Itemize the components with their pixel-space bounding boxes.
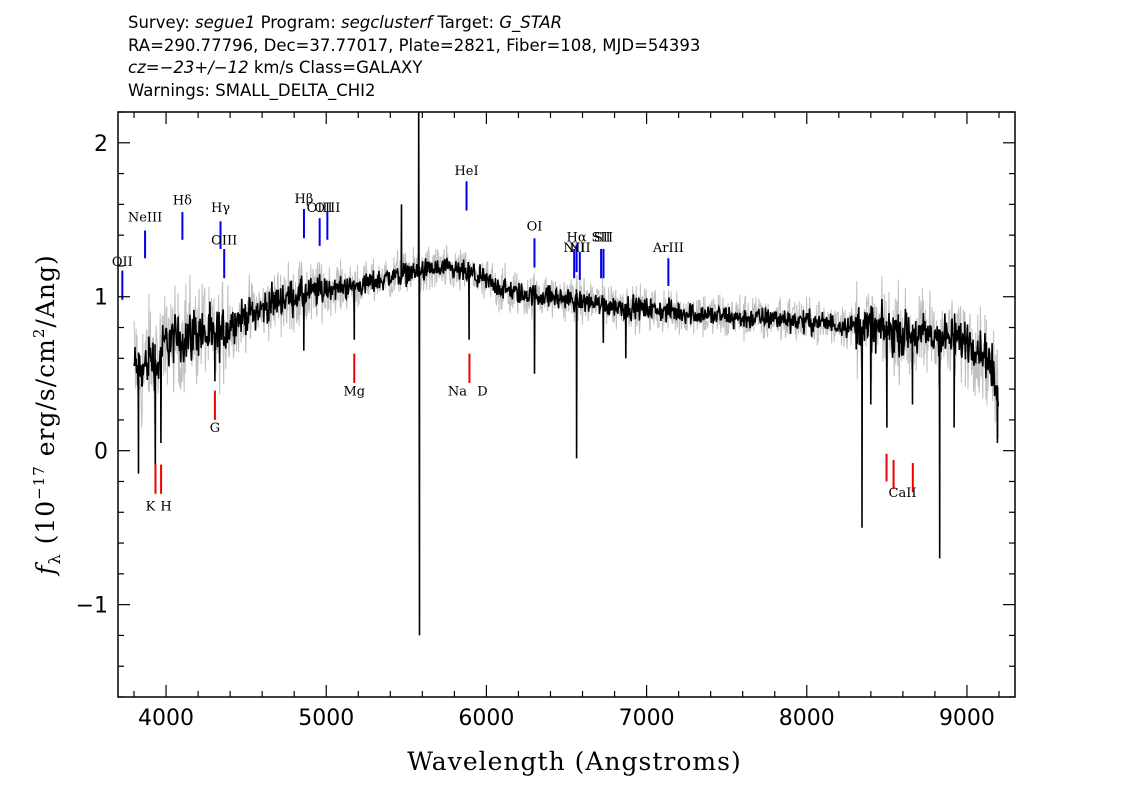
absorption-line-label: Na: [448, 384, 467, 399]
target-value: G_STAR: [499, 13, 563, 32]
absorption-line-label: D: [477, 384, 487, 399]
error-band: [133, 244, 1000, 438]
cz-value: −23+/−12: [159, 58, 249, 77]
y-title-units: erg/s/cm: [31, 338, 60, 465]
class-text: km/s Class=GALAXY: [248, 58, 423, 77]
survey-label: Survey:: [128, 13, 195, 32]
header-line-survey: Survey: segue1 Program: segclusterf Targ…: [128, 12, 700, 35]
y-tick-label: 1: [94, 286, 108, 311]
absorption-line-label: H: [160, 500, 171, 515]
emission-line-label: SII: [594, 230, 613, 245]
cz-label: cz=: [128, 58, 160, 77]
y-title-f: f: [31, 562, 60, 577]
x-tick-label: 8000: [779, 706, 835, 731]
y-title-body: (10: [31, 500, 60, 554]
axis-labels: 4000 5000 6000 7000 8000 9000 −1 0 1 2 Wavelength …: [30, 132, 995, 776]
absorption-line-label: CaII: [889, 486, 917, 501]
axis-ticks: [118, 111, 1015, 698]
y-axis-title: fλ (10−17 erg/s/cm2/Ang): [30, 254, 64, 577]
header-line-coordinates: RA=290.77796, Dec=37.77017, Plate=2821, …: [128, 35, 701, 55]
emission-line-label: HeI: [454, 164, 478, 179]
emission-line-label: OI: [527, 220, 543, 235]
x-tick-label: 9000: [939, 706, 995, 731]
x-axis-title: Wavelength (Angstroms): [407, 747, 741, 776]
program-value: segclusterf: [341, 13, 433, 32]
plot-frame: [117, 111, 1016, 698]
emission-line-label: NeIII: [128, 210, 162, 225]
y-tick-label: −1: [76, 594, 108, 619]
header-line-warnings: Warnings: SMALL_DELTA_CHI2: [128, 80, 376, 100]
emission-line-label: Hγ: [211, 201, 230, 216]
emission-line-label: OIII: [307, 201, 333, 216]
emission-line-label: Hβ: [295, 192, 314, 207]
absorption-line-label: G: [210, 421, 220, 436]
header-line-redshift: cz=−23+/−12 km/s Class=GALAXY: [128, 57, 700, 80]
error-trace: [133, 244, 1000, 438]
absorption-line-label: K: [146, 500, 156, 515]
emission-line-label: OIII: [314, 201, 340, 216]
flux-line: [133, 111, 999, 636]
y-title-exp: −17: [30, 465, 48, 500]
x-tick-label: 5000: [298, 706, 354, 731]
y-title-lambda: λ: [45, 553, 64, 564]
x-tick-label: 4000: [138, 706, 194, 731]
line-markers: OIINeIIIHδHγOIIIHβOIIIOIIIHeIOINIIHαNIIS…: [112, 164, 917, 515]
emission-line-label: SII: [592, 230, 611, 245]
y-title-end: /Ang): [31, 254, 60, 327]
y-tick-label: 2: [94, 132, 108, 157]
absorption-line-label: Mg: [343, 384, 365, 399]
emission-line-label: OIII: [211, 233, 237, 248]
plot-header: Survey: segue1 Program: segclusterf Targ…: [128, 12, 700, 102]
x-tick-label: 7000: [619, 706, 675, 731]
y-title-sq: 2: [30, 328, 48, 339]
plot-border: [117, 111, 1016, 698]
target-label: Target:: [432, 13, 500, 32]
flux-trace: [133, 111, 999, 636]
emission-line-label: OII: [112, 255, 133, 270]
x-tick-label: 6000: [458, 706, 514, 731]
emission-line-label: Hα: [567, 230, 587, 245]
program-label: Program:: [255, 13, 341, 32]
emission-line-label: Hδ: [173, 193, 192, 208]
y-tick-label: 0: [94, 440, 108, 465]
survey-value: segue1: [195, 13, 256, 32]
emission-line-label: NII: [569, 241, 591, 256]
emission-line-label: ArIII: [652, 241, 684, 256]
